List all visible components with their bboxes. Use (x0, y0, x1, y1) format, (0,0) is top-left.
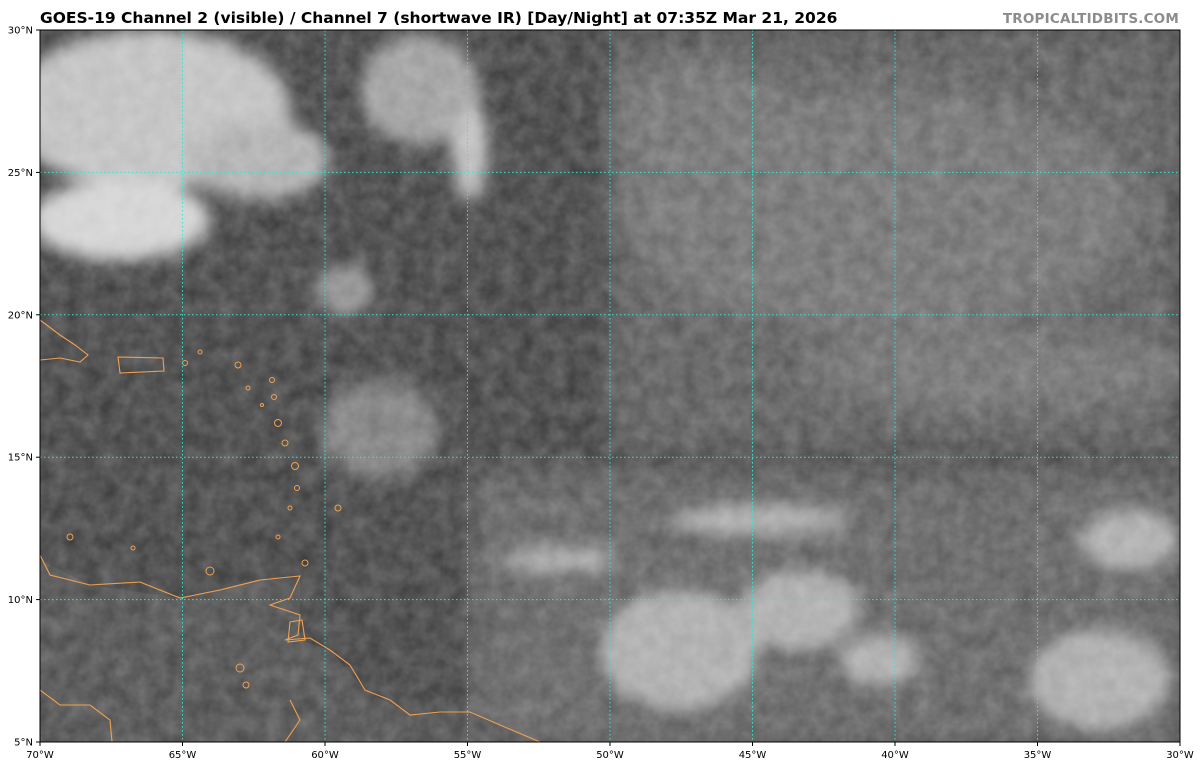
graticule (40, 30, 1180, 742)
x-tick-label: 60°W (311, 750, 339, 761)
coastlines (40, 319, 541, 742)
x-tick-label: 35°W (1024, 750, 1052, 761)
map-title: GOES-19 Channel 2 (visible) / Channel 7 … (40, 9, 838, 27)
y-tick-label: 5°N (14, 738, 33, 749)
x-tick-label: 70°W (26, 750, 54, 761)
x-tick-label: 45°W (739, 750, 767, 761)
x-tick-label: 65°W (169, 750, 197, 761)
y-tick-label: 20°N (8, 310, 33, 321)
y-tick-label: 15°N (8, 453, 33, 464)
axis-ticks: 70°W 65°W 60°W 55°W 50°W 45°W 40°W 35°W 30°W 5°N 1… (8, 26, 1194, 762)
y-tick-label: 10°N (8, 595, 33, 606)
x-tick-label: 40°W (881, 750, 909, 761)
y-tick-label: 25°N (8, 168, 33, 179)
x-tick-label: 55°W (454, 750, 482, 761)
x-tick-label: 30°W (1166, 750, 1194, 761)
watermark: TROPICALTIDBITS.COM (1002, 11, 1179, 27)
x-tick-label: 50°W (596, 750, 624, 761)
satellite-imagery (40, 30, 1180, 742)
y-tick-label: 30°N (8, 26, 33, 37)
